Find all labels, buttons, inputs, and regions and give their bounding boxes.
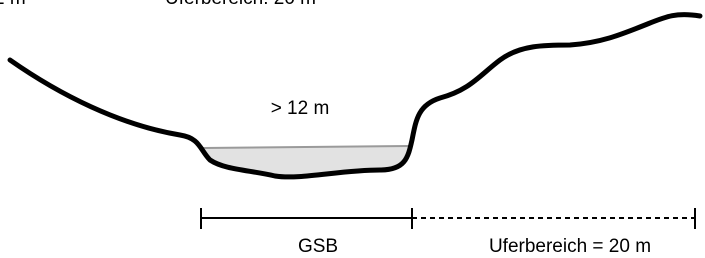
bed-label: GSB [298,236,338,257]
water-width-label: > 12 m [271,98,330,119]
top-label-left: 2 m [0,0,26,9]
measure-lines [201,208,695,229]
river-profile-diagram: 2 m Uferbereich: 20 m > 12 m GSB Uferber… [0,0,705,258]
bank-label: Uferbereich = 20 m [489,236,651,257]
top-label-bank: Uferbereich: 20 m [165,0,316,9]
